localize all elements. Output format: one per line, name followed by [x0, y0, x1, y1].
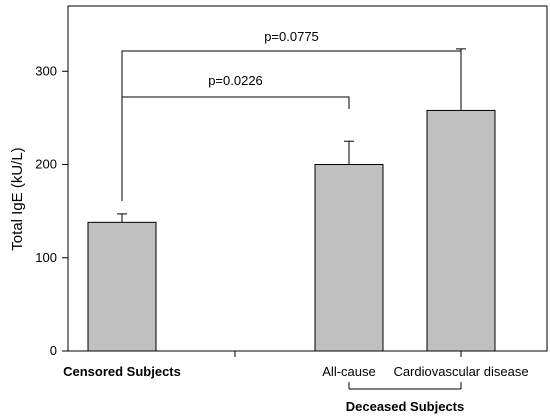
plot-frame: [67, 5, 548, 352]
y-tick-label: 200: [35, 157, 57, 172]
y-tick-label: 300: [35, 63, 57, 78]
y-tick-label: 0: [50, 343, 57, 358]
category-label: Censored Subjects: [63, 364, 181, 379]
category-label: All-cause: [322, 364, 375, 379]
p-value-label: p=0.0775: [264, 29, 319, 44]
category-label: Cardiovascular disease: [393, 364, 528, 379]
significance-bracket: [121, 50, 462, 201]
y-axis-label: Total IgE (kU/L): [9, 147, 26, 250]
y-tick-label: 100: [35, 250, 57, 265]
p-value-label: p=0.0226: [208, 73, 263, 88]
group-label: Deceased Subjects: [346, 399, 465, 414]
bar: [87, 221, 157, 352]
bar: [426, 109, 496, 352]
bar: [314, 164, 384, 352]
